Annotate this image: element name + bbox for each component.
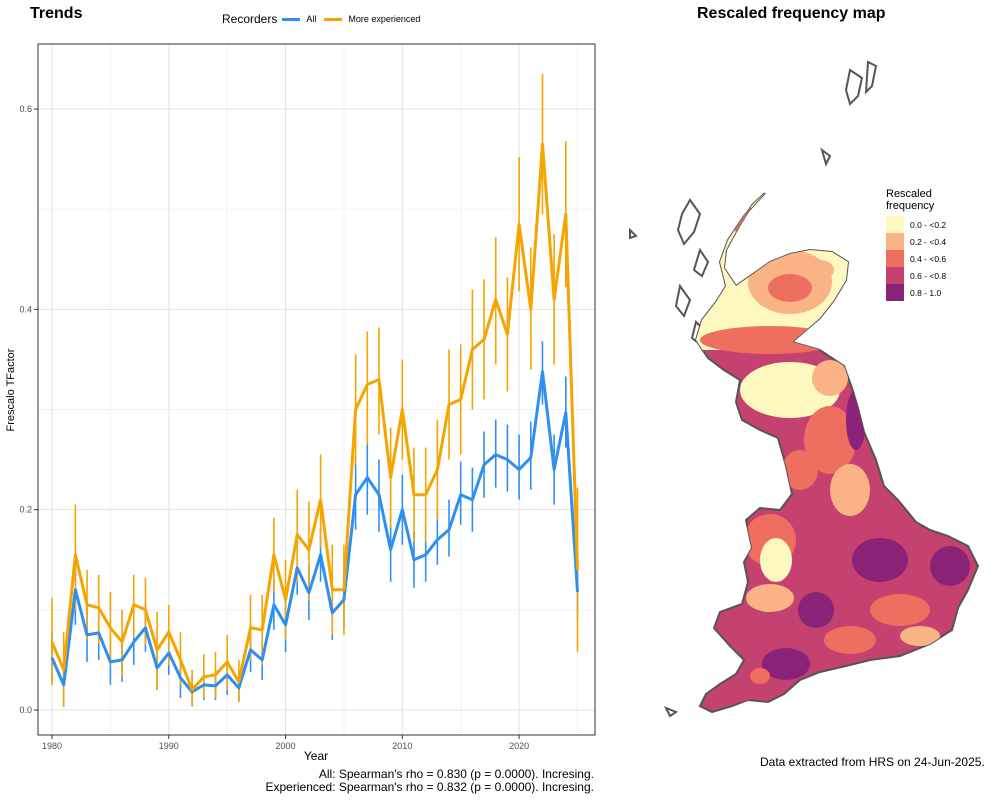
map-region-south-central: [824, 626, 876, 654]
x-tick-label: 1980: [42, 741, 62, 751]
map-legend-label: 0.8 - 1.0: [910, 287, 942, 298]
caption-experienced: Experienced: Spearman's rho = 0.832 (p =…: [265, 780, 595, 794]
trends-title: Trends: [30, 5, 83, 22]
y-tick-label: 0.0: [19, 705, 32, 715]
legend-label-experienced: More experienced: [348, 14, 421, 24]
map-legend-swatch: [886, 233, 904, 250]
series-line-experienced: [50, 142, 579, 692]
x-tick-label: 2010: [392, 741, 412, 751]
map-legend-swatch: [886, 250, 904, 267]
map-region-central-belt: [700, 326, 840, 354]
legend-swatch-experienced: [324, 17, 343, 21]
y-tick-label: 0.2: [19, 505, 32, 515]
map-region-dartmoor: [750, 668, 770, 684]
data-footnote: Data extracted from HRS on 24-Jun-2025.: [760, 755, 985, 769]
series-line-all: [50, 370, 579, 694]
map-region-wessex: [798, 592, 834, 628]
map-region-london: [900, 626, 940, 646]
legend-title: Recorders: [222, 12, 278, 26]
map-region-cornwall: [722, 678, 758, 702]
map-legend-label: 0.2 - <0.4: [910, 236, 947, 247]
map-region-yorkshire: [830, 464, 870, 516]
map-region-west-highlands: [734, 202, 754, 242]
map-legend-row: 0.4 - <0.6: [886, 250, 946, 267]
map-legend-row: 0.8 - 1.0: [886, 284, 946, 301]
map-region-east-highlands: [806, 260, 834, 280]
rescaled-frequency-map: [629, 60, 980, 718]
map-region-east-midlands: [852, 538, 908, 582]
map-region-mid-wales: [746, 584, 794, 612]
map-legend: Rescaled frequency 0.0 - <0.2 0.2 - <0.4…: [886, 188, 946, 301]
trends-legend: Recorders All More experienced: [222, 12, 420, 26]
legend-swatch-all: [282, 17, 301, 21]
map-region-snowdonia: [760, 538, 792, 582]
x-tick-label: 1990: [159, 741, 179, 751]
map-legend-title-line1: Rescaled: [886, 188, 932, 200]
map-legend-label: 0.0 - <0.2: [910, 219, 947, 230]
map-region-pennines: [804, 406, 856, 474]
map-region-grampian: [768, 274, 812, 302]
trend-chart: 1980 1990 2000 2010 2020 0.0 0.2 0.4 0.6 Year Fr…: [5, 43, 596, 763]
spearman-caption: All: Spearman's rho = 0.830 (p = 0.0000)…: [174, 767, 595, 794]
map-legend-row: 0.6 - <0.8: [886, 267, 946, 284]
x-tick-label: 2000: [276, 741, 296, 751]
x-tick-label: 2020: [509, 741, 529, 751]
map-region-lancashire: [782, 450, 818, 490]
map-legend-label: 0.4 - <0.6: [910, 253, 947, 264]
map-legend-swatch: [886, 284, 904, 301]
map-legend-row: 0.0 - <0.2: [886, 216, 946, 233]
y-tick-label: 0.4: [19, 304, 32, 314]
map-legend-swatch: [886, 267, 904, 284]
map-legend-row: 0.2 - <0.4: [886, 233, 946, 250]
map-title: Rescaled frequency map: [697, 5, 886, 22]
map-region-east-anglia: [930, 546, 970, 586]
map-legend-swatch: [886, 216, 904, 233]
caption-all: All: Spearman's rho = 0.830 (p = 0.0000)…: [318, 767, 594, 781]
map-legend-label: 0.6 - <0.8: [910, 270, 947, 281]
y-tick-label: 0.6: [19, 104, 32, 114]
map-region-borders: [812, 360, 848, 396]
map-region-home-counties: [870, 594, 930, 626]
map-region-devon: [762, 648, 810, 680]
legend-label-all: All: [306, 14, 317, 24]
map-legend-title-line2: frequency: [886, 200, 935, 212]
x-axis-label: Year: [304, 749, 328, 763]
y-axis-label: Frescalo TFactor: [5, 348, 17, 431]
